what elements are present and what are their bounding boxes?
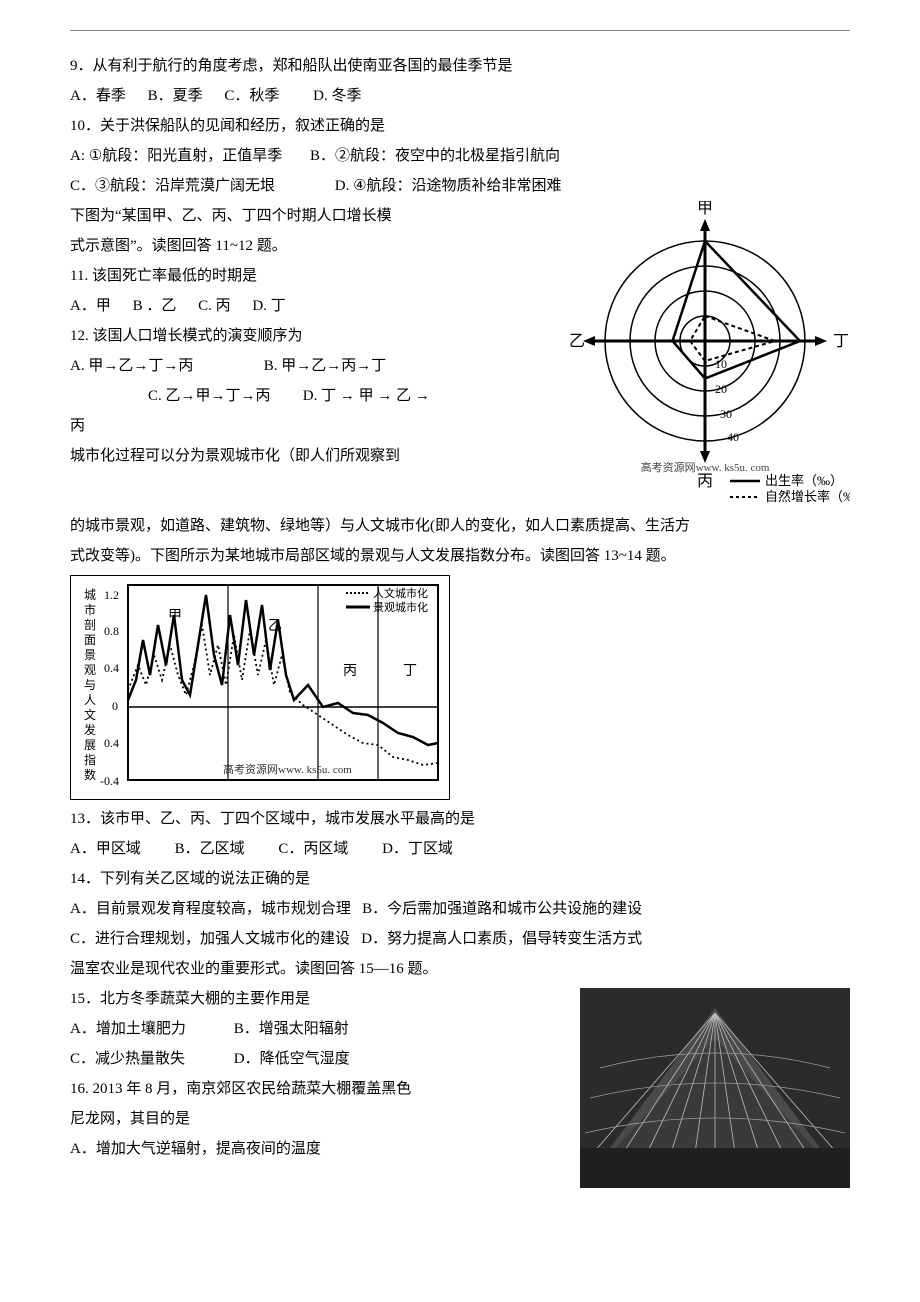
q11-d: D. 丁 [252, 291, 285, 321]
svg-text:剖: 剖 [84, 618, 96, 632]
svg-text:观: 观 [84, 663, 96, 677]
greenhouse-intro: 温室农业是现代农业的重要形式。读图回答 15—16 题。 [70, 954, 850, 984]
svg-text:0.4: 0.4 [104, 736, 119, 750]
q11-b: B ．乙 [133, 291, 177, 321]
q15-c: C．减少热量散失 [70, 1044, 230, 1074]
q9-opt-a: A．春季 [70, 81, 126, 111]
svg-text:面: 面 [84, 633, 96, 647]
svg-text:丙: 丙 [343, 664, 357, 679]
svg-text:丁: 丁 [403, 664, 417, 679]
q9-options: A．春季 B．夏季 C．秋季 D. 冬季 [70, 81, 850, 111]
svg-text:展: 展 [84, 738, 96, 752]
svg-text:-0.4: -0.4 [100, 774, 119, 788]
svg-text:1.2: 1.2 [104, 588, 119, 602]
q10-row1: A: ①航段：阳光直射，正值旱季 B．②航段：夜空中的北极星指引航向 [70, 141, 850, 171]
q14-a: A．目前景观发育程度较高，城市规划合理 [70, 901, 351, 917]
q14-stem: 14．下列有关乙区域的说法正确的是 [70, 864, 850, 894]
q12-d: D. 丁 → 甲 → 乙 → [303, 388, 430, 404]
greenhouse-photo [580, 988, 850, 1188]
axis-yi: 乙 [569, 333, 585, 350]
q15-d: D．降低空气湿度 [234, 1051, 350, 1067]
q15-a: A．增加土壤肥力 [70, 1014, 230, 1044]
q9-opt-d: D. 冬季 [313, 81, 361, 111]
q13-b: B．乙区域 [175, 834, 245, 864]
svg-text:10: 10 [715, 357, 727, 371]
svg-text:城: 城 [84, 588, 96, 602]
q11-a: A．甲 [70, 291, 111, 321]
q10-stem: 10．关于洪保船队的见闻和经历，叙述正确的是 [70, 111, 850, 141]
top-rule [70, 30, 850, 31]
line-chart: 城 市 剖 面 景 观 与 人 文 发 展 指 数 1.2 0.8 0.4 0 … [70, 575, 450, 800]
svg-text:数: 数 [84, 767, 96, 782]
legend-birth: 出生率（‰） [765, 473, 843, 488]
svg-text:0.8: 0.8 [104, 624, 119, 638]
q13-d: D．丁区域 [382, 834, 453, 864]
svg-text:指: 指 [84, 752, 96, 767]
svg-text:文: 文 [84, 707, 96, 722]
q10-opt-d: D. ④航段：沿途物质补给非常困难 [335, 178, 562, 194]
svg-text:发: 发 [84, 722, 96, 737]
svg-text:0.4: 0.4 [104, 661, 119, 675]
q12-b: B. 甲→乙→丙→丁 [264, 358, 387, 374]
linechart-watermark: 高考资源网www. ks5u. com [223, 762, 352, 776]
q11-c: C. 丙 [198, 291, 231, 321]
q10-row2: C．③航段：沿岸荒漠广阔无垠 D. ④航段：沿途物质补给非常困难 [70, 171, 850, 201]
q13-c: C．丙区域 [278, 834, 348, 864]
greenhouse-block: 15．北方冬季蔬菜大棚的主要作用是 A．增加土壤肥力 B．增强太阳辐射 C．减少… [70, 984, 850, 1188]
svg-text:景观城市化: 景观城市化 [373, 600, 428, 614]
svg-text:人: 人 [84, 693, 96, 707]
radar-block: 甲 乙 丙 丁 10 20 30 40 高考资源网www. ks5u. com … [70, 201, 850, 511]
axis-jia: 甲 [697, 201, 713, 217]
q15-b: B．增强太阳辐射 [234, 1021, 349, 1037]
q10-opt-a: A: ①航段：阳光直射，正值旱季 [70, 141, 282, 171]
svg-text:景: 景 [84, 648, 96, 662]
svg-text:人文城市化: 人文城市化 [373, 586, 428, 600]
q14-b: B．今后需加强道路和城市公共设施的建设 [362, 901, 642, 917]
svg-text:20: 20 [715, 382, 727, 396]
axis-bing: 丙 [697, 473, 713, 490]
urban-intro-3: 式改变等)。下图所示为某地城市局部区域的景观与人文发展指数分布。读图回答 13~… [70, 541, 850, 571]
page: 9．从有利于航行的角度考虑，郑和船队出使南亚各国的最佳季节是 A．春季 B．夏季… [0, 0, 920, 1302]
q14-c: C．进行合理规划，加强人文城市化的建设 [70, 931, 350, 947]
svg-text:0: 0 [112, 699, 118, 713]
svg-text:市: 市 [84, 602, 96, 617]
q13-options: A．甲区域 B．乙区域 C．丙区域 D．丁区域 [70, 834, 850, 864]
q10-opt-c: C．③航段：沿岸荒漠广阔无垠 [70, 171, 275, 201]
radar-watermark: 高考资源网www. ks5u. com [641, 460, 770, 474]
q9-stem: 9．从有利于航行的角度考虑，郑和船队出使南亚各国的最佳季节是 [70, 51, 850, 81]
svg-text:30: 30 [720, 407, 732, 421]
axis-ding: 丁 [833, 333, 849, 350]
legend-growth: 自然增长率（‰） [765, 489, 850, 504]
q10-opt-b: B．②航段：夜空中的北极星指引航向 [310, 148, 560, 164]
q14-row2: C．进行合理规划，加强人文城市化的建设 D．努力提高人口素质，倡导转变生活方式 [70, 924, 850, 954]
q13-a: A．甲区域 [70, 834, 141, 864]
q12-c: C. 乙→甲→丁→丙 [109, 381, 299, 411]
q12-a: A. 甲→乙→丁→丙 [70, 351, 260, 381]
urban-intro-2: 的城市景观，如道路、建筑物、绿地等）与人文城市化(即人的变化，如人口素质提高、生… [70, 511, 850, 541]
q9-opt-c: C．秋季 [224, 81, 279, 111]
radar-chart: 甲 乙 丙 丁 10 20 30 40 高考资源网www. ks5u. com … [560, 201, 850, 511]
q14-row1: A．目前景观发育程度较高，城市规划合理 B．今后需加强道路和城市公共设施的建设 [70, 894, 850, 924]
q9-opt-b: B．夏季 [148, 81, 203, 111]
q14-d: D．努力提高人口素质，倡导转变生活方式 [361, 931, 642, 947]
svg-text:40: 40 [727, 430, 739, 444]
svg-text:与: 与 [84, 678, 96, 692]
q13-stem: 13．该市甲、乙、丙、丁四个区域中，城市发展水平最高的是 [70, 804, 850, 834]
